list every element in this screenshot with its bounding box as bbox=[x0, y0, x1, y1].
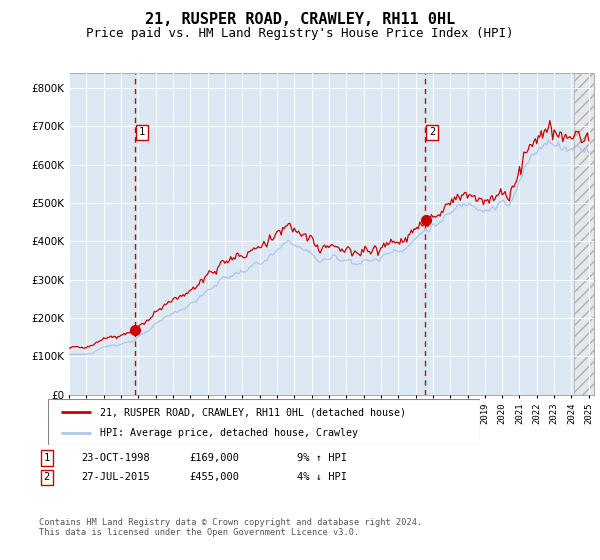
Text: £169,000: £169,000 bbox=[189, 453, 239, 463]
Bar bbox=[574, 73, 594, 395]
Text: 21, RUSPER ROAD, CRAWLEY, RH11 0HL: 21, RUSPER ROAD, CRAWLEY, RH11 0HL bbox=[145, 12, 455, 27]
FancyBboxPatch shape bbox=[48, 399, 480, 445]
Text: 21, RUSPER ROAD, CRAWLEY, RH11 0HL (detached house): 21, RUSPER ROAD, CRAWLEY, RH11 0HL (deta… bbox=[100, 407, 406, 417]
Text: Price paid vs. HM Land Registry's House Price Index (HPI): Price paid vs. HM Land Registry's House … bbox=[86, 27, 514, 40]
Text: 2: 2 bbox=[429, 127, 435, 137]
Text: 1: 1 bbox=[44, 453, 50, 463]
Text: 27-JUL-2015: 27-JUL-2015 bbox=[81, 472, 150, 482]
Text: HPI: Average price, detached house, Crawley: HPI: Average price, detached house, Craw… bbox=[100, 428, 358, 438]
Text: 23-OCT-1998: 23-OCT-1998 bbox=[81, 453, 150, 463]
Text: 2: 2 bbox=[44, 472, 50, 482]
Text: 4% ↓ HPI: 4% ↓ HPI bbox=[297, 472, 347, 482]
Text: Contains HM Land Registry data © Crown copyright and database right 2024.
This d: Contains HM Land Registry data © Crown c… bbox=[39, 518, 422, 538]
Text: 1: 1 bbox=[139, 127, 145, 137]
Bar bbox=[574, 73, 594, 395]
Text: 9% ↑ HPI: 9% ↑ HPI bbox=[297, 453, 347, 463]
Text: £455,000: £455,000 bbox=[189, 472, 239, 482]
